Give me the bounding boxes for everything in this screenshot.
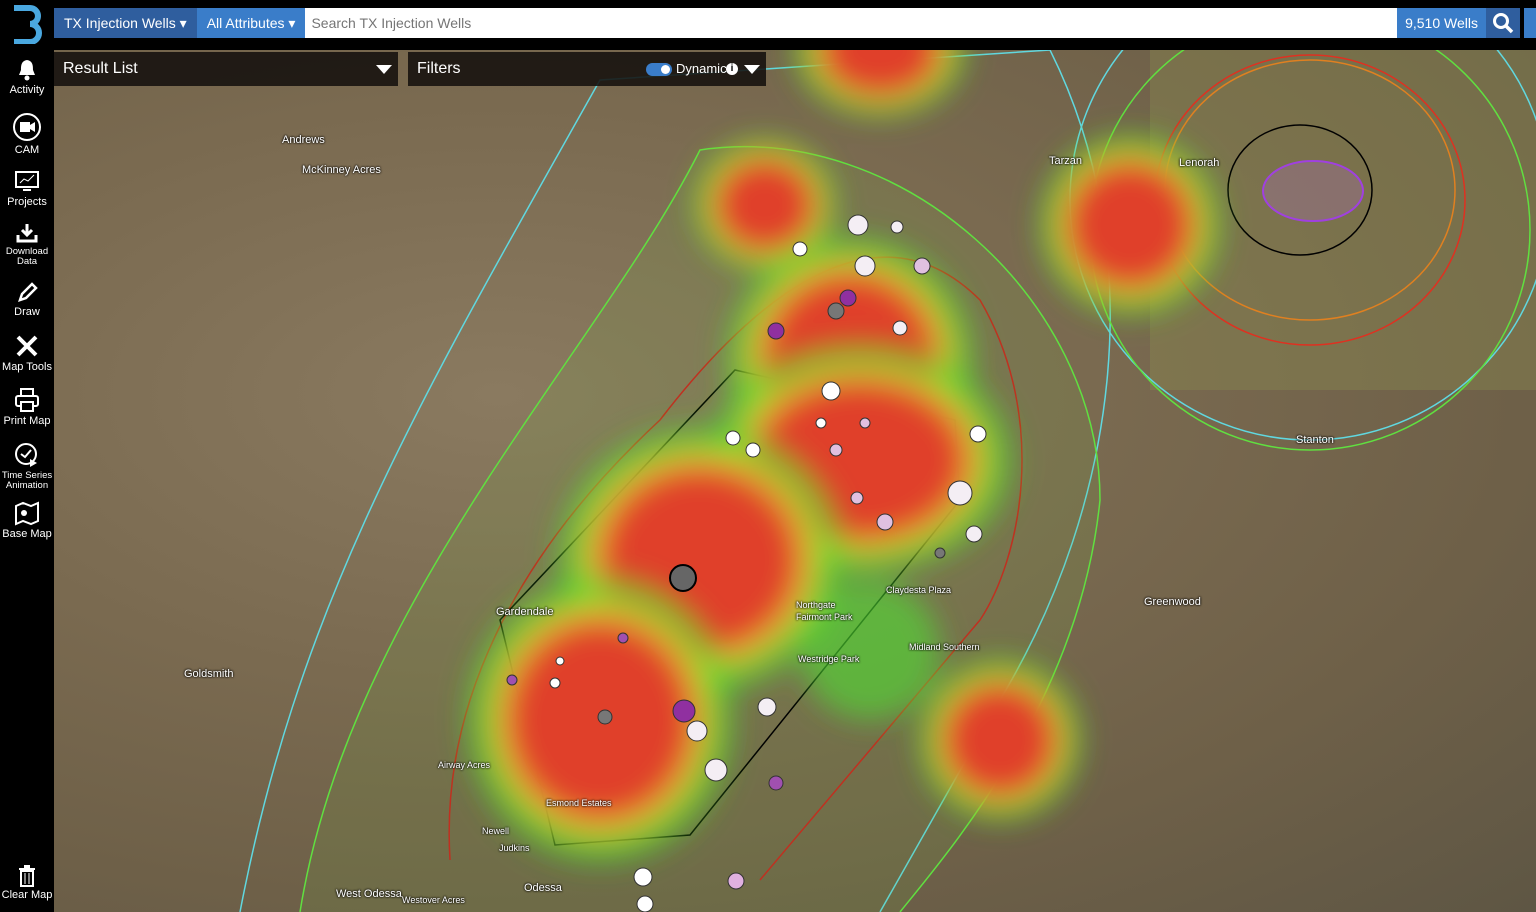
dynamic-label: Dynamic [676,61,727,76]
map-label: Westridge Park [798,654,860,664]
map-label: Andrews [282,134,325,146]
sidebar-item-map-tools[interactable]: Map Tools [0,333,54,373]
label: Projects [7,196,47,208]
trash-icon [19,865,35,887]
sidebar-item-projects[interactable]: Projects [0,170,54,208]
map-label: Midland Southern [909,642,980,652]
sidebar-item-activity[interactable]: Activity [0,58,54,96]
attribute-label: All Attributes [206,15,285,31]
bell-icon [19,60,35,81]
map-label: Tarzan [1049,155,1083,167]
filters-title: Filters [417,60,461,77]
map-label: McKinney Acres [302,164,381,176]
search-button[interactable] [1486,8,1520,38]
sidebar-item-time-series-animation[interactable]: Time Series Animation [0,442,54,491]
heatmap [460,50,1225,870]
map-label: Judkins [499,843,530,853]
search-bar: TX Injection Wells ▾ All Attributes ▾ 9,… [54,8,1520,38]
map-icon [15,501,39,526]
label: Draw [14,306,40,318]
info-icon[interactable]: i [726,63,738,75]
logo[interactable] [8,4,44,44]
map-label: Northgate [796,600,836,610]
top-bar: TX Injection Wells ▾ All Attributes ▾ 9,… [0,0,1536,50]
result-list-title: Result List [63,60,138,77]
map-label: Greenwood [1144,596,1201,608]
map-label: Fairmont Park [796,612,853,622]
label: Print Map [3,415,51,427]
result-list-panel[interactable]: Result List [54,52,398,86]
label: CAM [14,144,40,156]
map-label: Esmond Estates [546,798,612,808]
label: Clear Map [1,889,53,901]
search-input[interactable] [305,8,1398,38]
map-label: Odessa [524,882,562,894]
sidebar-item-base-map[interactable]: Base Map [0,500,54,540]
map-label: Claydesta Plaza [886,585,952,595]
pencil-icon [18,282,38,302]
label: Time Series Animation [1,470,53,491]
dataset-dropdown[interactable]: TX Injection Wells ▾ [54,8,197,38]
printer-icon [15,388,39,412]
well-count: 9,510 Wells [1397,8,1486,38]
download-icon [16,224,38,243]
attribute-dropdown[interactable]: All Attributes ▾ [196,8,306,38]
map-label: West Odessa [336,888,402,900]
sidebar-item-draw[interactable]: Draw [0,280,54,318]
map-label: Lenorah [1179,157,1220,169]
label: Base Map [2,528,52,540]
sidebar-item-print-map[interactable]: Print Map [0,387,54,427]
well-markers [506,214,987,912]
tools-icon [16,335,38,357]
map-label: Newell [482,826,510,836]
filters-panel[interactable]: Filters Dynamic i [408,52,766,86]
monitor-chart-icon [15,171,39,191]
map-label: Westover Acres [402,895,465,905]
map-label: Gardendale [496,606,554,618]
sidebar-item-download-data[interactable]: Download Data [0,222,54,267]
clock-play-icon [15,443,37,467]
search-icon [1493,13,1514,34]
dataset-label: TX Injection Wells [64,15,176,31]
label: Download Data [5,246,49,267]
label: Activity [9,84,45,96]
video-camera-icon [13,113,41,141]
map-label: Goldsmith [184,668,234,680]
label: Map Tools [2,361,52,373]
menu-button[interactable] [1524,8,1536,38]
sidebar: Activity CAM Projects Download Data Draw… [0,50,54,912]
sidebar-item-cam[interactable]: CAM [0,112,54,156]
dynamic-toggle[interactable] [646,63,672,76]
map-overlay [239,50,1536,912]
sidebar-item-clear-map[interactable]: Clear Map [0,865,54,901]
map-label: Stanton [1296,434,1334,446]
map-label: Airway Acres [438,760,491,770]
chevron-down-icon[interactable] [376,65,392,74]
chevron-down-icon[interactable] [744,65,760,74]
map-canvas[interactable]: Andrews McKinney Acres Tarzan Lenorah St… [54,50,1536,912]
